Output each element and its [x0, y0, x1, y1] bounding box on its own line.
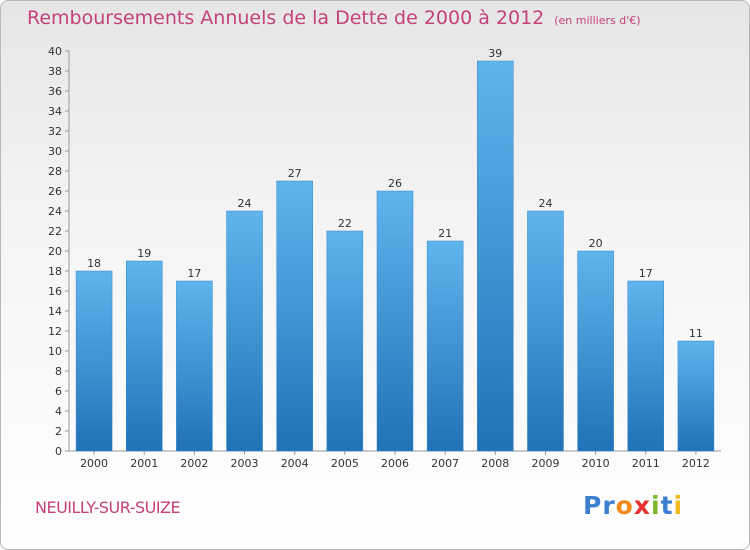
chart-title-row: Remboursements Annuels de la Dette de 20…	[27, 7, 641, 29]
bar-2000	[75, 270, 113, 452]
y-tick-label: 22	[48, 225, 62, 238]
y-tick-label: 4	[55, 405, 62, 418]
y-tick-label: 30	[48, 145, 62, 158]
bar-2003	[226, 210, 263, 452]
y-tick-label: 36	[48, 85, 62, 98]
bar-2004	[276, 180, 313, 452]
y-tick-label: 40	[48, 45, 62, 58]
value-label-2001: 19	[137, 247, 151, 260]
x-tick-label-2002: 2002	[180, 457, 208, 470]
y-tick-label: 26	[48, 185, 62, 198]
logo-letter: t	[660, 491, 674, 520]
x-tick-label-2008: 2008	[481, 457, 509, 470]
y-tick-label: 20	[48, 245, 62, 258]
y-tick-label: 18	[48, 265, 62, 278]
value-label-2002: 17	[187, 267, 201, 280]
y-tick-label: 38	[48, 65, 62, 78]
bar-2010	[577, 250, 614, 452]
bar-2009	[527, 210, 564, 452]
value-label-2000: 18	[87, 257, 101, 270]
value-label-2004: 27	[288, 167, 302, 180]
y-tick-label: 2	[55, 425, 62, 438]
bar-2001	[125, 260, 163, 452]
proxiti-logo: Proxiti	[583, 491, 683, 520]
value-label-2009: 24	[538, 197, 552, 210]
x-tick-label-2009: 2009	[531, 457, 559, 470]
y-tick-label: 34	[48, 105, 62, 118]
x-tick-label-2011: 2011	[632, 457, 660, 470]
value-label-2006: 26	[388, 177, 402, 190]
value-labels: 18 19 17 24 27 22 26 21 39 24 20 17 11	[87, 47, 703, 340]
logo-letter: r	[602, 491, 616, 520]
y-tick-label: 6	[55, 385, 62, 398]
logo-letter: o	[615, 491, 634, 520]
y-tick-label: 8	[55, 365, 62, 378]
value-label-2010: 20	[589, 237, 603, 250]
bars	[75, 60, 715, 452]
logo-letter: x	[633, 491, 651, 520]
location-name: NEUILLY-SUR-SUIZE	[35, 498, 181, 517]
logo-letter: i	[651, 491, 661, 520]
value-label-2011: 17	[639, 267, 653, 280]
bar-2012	[677, 340, 715, 452]
bar-2006	[376, 190, 414, 452]
value-label-2012: 11	[689, 327, 703, 340]
y-tick-label: 24	[48, 205, 62, 218]
value-label-2003: 24	[238, 197, 252, 210]
y-tick-label: 28	[48, 165, 62, 178]
value-label-2007: 21	[438, 227, 452, 240]
y-tick-label: 0	[55, 445, 62, 458]
x-tick-label-2006: 2006	[381, 457, 409, 470]
x-tick-label-2000: 2000	[80, 457, 108, 470]
bar-2005	[326, 230, 364, 452]
x-tick-label-2010: 2010	[582, 457, 610, 470]
y-tick-label: 32	[48, 125, 62, 138]
logo-letter: P	[583, 491, 603, 520]
x-tick-label-2005: 2005	[331, 457, 359, 470]
x-tick-label-2007: 2007	[431, 457, 459, 470]
x-axis: 2000 2001 2002 2003 2004 2005 2006 2007 2008 2009…	[69, 450, 721, 470]
bar-2011	[627, 280, 665, 452]
value-label-2008: 39	[488, 47, 502, 60]
logo-letter: i	[673, 491, 684, 520]
value-label-2005: 22	[338, 217, 352, 230]
x-tick-label-2004: 2004	[281, 457, 309, 470]
x-tick-label-2003: 2003	[231, 457, 259, 470]
x-tick-label-2012: 2012	[682, 457, 710, 470]
x-tick-label-2001: 2001	[130, 457, 158, 470]
bar-2002	[176, 280, 213, 452]
chart-title: Remboursements Annuels de la Dette de 20…	[27, 7, 545, 29]
bar-2007	[426, 240, 464, 452]
y-tick-label: 10	[48, 345, 62, 358]
y-tick-label: 16	[48, 285, 62, 298]
chart-unit-label: (en milliers d'€)	[554, 14, 641, 27]
y-tick-label: 14	[48, 305, 62, 318]
bar-2008	[477, 60, 514, 452]
y-tick-label: 12	[48, 325, 62, 338]
